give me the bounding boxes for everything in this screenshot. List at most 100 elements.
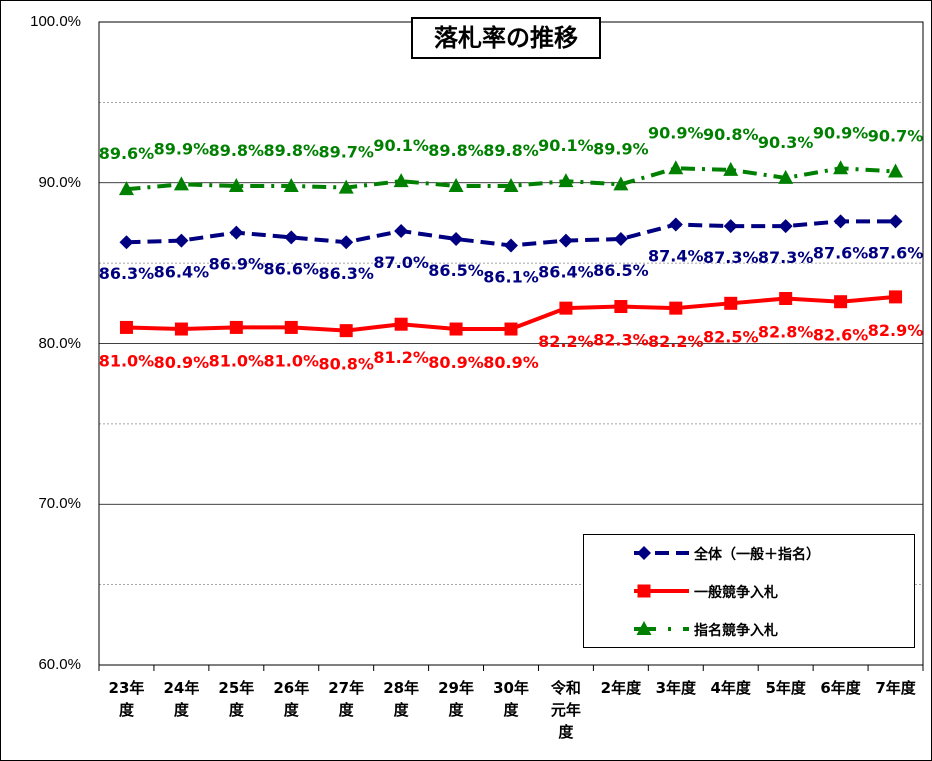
data-point-square [119, 320, 133, 334]
data-label: 90.7% [868, 126, 924, 145]
data-label: 89.9% [154, 139, 210, 158]
data-label: 82.2% [648, 332, 704, 351]
data-point-diamond [558, 233, 573, 248]
data-point-triangle [778, 169, 794, 184]
data-label: 86.1% [483, 267, 539, 286]
x-tick-label: 5年度 [765, 679, 806, 697]
data-point-diamond [613, 232, 628, 247]
data-point-square [669, 301, 683, 315]
data-point-diamond [668, 217, 683, 232]
data-label: 81.0% [99, 351, 155, 370]
data-label: 87.6% [868, 243, 924, 262]
legend-markers [634, 546, 689, 635]
data-label: 81.2% [373, 348, 429, 367]
data-label: 87.0% [373, 253, 429, 272]
data-point-triangle [228, 177, 244, 192]
data-point-triangle [888, 163, 904, 178]
legend-label-general: 一般競争入札 [694, 585, 778, 601]
data-label: 90.8% [703, 125, 759, 144]
data-point-square [637, 584, 651, 598]
data-label: 87.4% [648, 247, 704, 266]
data-label: 89.8% [264, 141, 320, 160]
data-label: 81.0% [209, 351, 265, 370]
y-tick-label: 80.0% [38, 334, 81, 352]
y-tick-label: 60.0% [38, 656, 81, 673]
data-point-triangle [118, 181, 134, 196]
data-label: 86.5% [593, 261, 649, 280]
data-point-square [559, 301, 573, 315]
x-tick-label: 24年度 [163, 679, 200, 719]
x-tick-label: 23年度 [108, 679, 145, 719]
data-label: 80.9% [154, 353, 210, 372]
data-label: 87.3% [703, 248, 759, 267]
data-label: 87.6% [813, 243, 869, 262]
data-label: 87.3% [758, 248, 814, 267]
data-point-diamond [833, 214, 848, 229]
data-point-square [889, 290, 903, 304]
data-point-triangle [283, 177, 299, 192]
data-point-triangle [173, 176, 189, 191]
data-label: 82.8% [758, 322, 814, 341]
data-point-square [834, 295, 848, 309]
data-point-diamond [284, 230, 299, 245]
data-point-square [614, 300, 628, 314]
data-point-triangle [558, 173, 574, 188]
data-label: 82.5% [703, 327, 759, 346]
data-point-diamond [229, 225, 244, 240]
data-label: 90.9% [648, 123, 704, 142]
data-point-diamond [504, 238, 518, 253]
data-label: 90.1% [538, 136, 594, 155]
x-tick-label: 26年度 [273, 679, 310, 719]
data-label: 82.6% [813, 326, 869, 345]
data-point-square [229, 320, 243, 334]
data-label: 89.8% [483, 141, 539, 160]
x-tick-label: 30年度 [493, 679, 529, 719]
data-point-diamond [449, 232, 464, 247]
data-point-square [779, 291, 793, 305]
data-label: 86.3% [99, 264, 155, 283]
y-tick-label: 90.0% [38, 173, 81, 191]
x-tick-label: 4年度 [710, 679, 751, 697]
legend-label-designated: 指名競争入札 [694, 623, 778, 639]
data-label: 90.1% [373, 136, 429, 155]
x-tick-label: 27年度 [328, 679, 365, 719]
data-point-triangle [448, 177, 464, 192]
data-label: 89.8% [209, 141, 265, 160]
data-point-square [449, 322, 463, 336]
data-label: 86.5% [428, 261, 484, 280]
data-label: 82.9% [868, 321, 924, 340]
data-label: 86.6% [264, 259, 320, 278]
legend-label-total: 全体（一般＋指名） [694, 547, 820, 563]
data-label: 89.9% [593, 139, 649, 158]
data-label: 80.9% [428, 353, 484, 372]
data-label: 90.3% [758, 133, 814, 152]
data-label: 89.8% [428, 141, 484, 160]
data-label: 86.4% [538, 263, 594, 282]
data-point-triangle [338, 179, 354, 194]
data-point-triangle [668, 160, 684, 175]
x-tick-label: 25年度 [218, 679, 255, 719]
data-point-diamond [723, 219, 738, 234]
x-tick-label: 2年度 [600, 679, 642, 697]
x-tick-label: 3年度 [655, 679, 697, 697]
data-label: 86.9% [209, 255, 265, 274]
data-label: 80.9% [483, 353, 539, 372]
data-point-square [724, 296, 738, 310]
data-point-square [394, 317, 408, 331]
data-point-diamond [174, 233, 189, 248]
data-label: 89.7% [318, 143, 374, 162]
data-point-diamond [394, 223, 409, 238]
data-label: 82.2% [538, 332, 594, 351]
x-tick-label: 6年度 [820, 679, 861, 697]
data-point-diamond [637, 546, 651, 560]
chart-title: 落札率の推移 [411, 17, 601, 59]
legend: 全体（一般＋指名） 一般競争入札 指名競争入札 [583, 534, 915, 648]
data-label: 80.8% [318, 355, 374, 374]
y-tick-label: 70.0% [38, 495, 81, 513]
data-point-triangle [723, 161, 739, 176]
x-tick-label: 7年度 [875, 679, 916, 697]
data-point-square [339, 324, 353, 338]
data-point-square [174, 322, 188, 336]
data-label: 86.4% [154, 263, 210, 282]
